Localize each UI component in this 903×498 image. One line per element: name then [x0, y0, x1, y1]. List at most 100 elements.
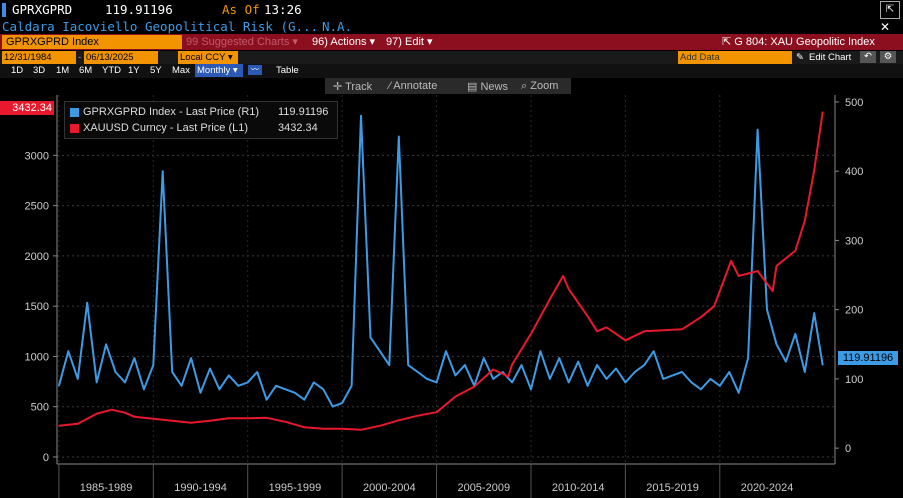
range-ytd[interactable]: YTD [102, 65, 121, 76]
gold-point [341, 428, 343, 430]
x-axis-label: 1990-1994 [174, 482, 227, 494]
settings-icon[interactable]: ⚙ [880, 51, 896, 63]
line-chart-icon[interactable]: 〰 [248, 65, 262, 75]
gpr-point [209, 367, 211, 370]
news-button[interactable]: ▤ News [467, 80, 508, 93]
gpr-point [690, 381, 693, 383]
range-5y[interactable]: 5Y [150, 65, 162, 76]
range-1y[interactable]: 1Y [128, 65, 140, 76]
left-axis-label: 3000 [25, 150, 49, 162]
currency-select[interactable]: Local CCY ▾ [178, 51, 238, 64]
chart-id: ⇱ G 804: XAU Geopolitic Index [722, 35, 875, 49]
gold-point [303, 426, 305, 428]
x-axis-label: 2005-2009 [457, 482, 510, 494]
undo-icon[interactable]: ↶ [860, 51, 876, 63]
legend-item-gold[interactable]: XAUUSD Curncy - Last Price (L1) 3432.34 [70, 122, 318, 134]
status-text: N.A. [322, 19, 353, 34]
gold-point [568, 288, 570, 290]
pencil-icon[interactable]: ✎ [796, 52, 804, 63]
gpr-point [454, 374, 457, 377]
gold-point [643, 330, 645, 332]
gpr-series-line [57, 114, 824, 408]
add-data-field[interactable]: Add Data [678, 51, 792, 64]
gpr-point [822, 364, 824, 366]
gold-series-line [58, 111, 824, 431]
left-axis-label: 500 [31, 402, 49, 414]
gpr-point [568, 381, 570, 383]
date-separator: - [78, 52, 82, 63]
gpr-point [596, 364, 598, 366]
external-link-icon[interactable]: ⇱ [722, 36, 732, 48]
gold-point [190, 422, 192, 424]
close-icon[interactable]: ✕ [880, 20, 891, 34]
gpr-point [813, 312, 815, 314]
range-1d[interactable]: 1D [11, 65, 24, 76]
news-label: News [480, 81, 508, 93]
legend-label-gold: XAUUSD Curncy - Last Price (L1) [83, 122, 249, 134]
gold-point [322, 428, 324, 430]
zoom-label: Zoom [530, 80, 559, 92]
last-price: 119.91196 [105, 2, 173, 17]
gold-point [77, 423, 79, 425]
gold-point [596, 330, 598, 332]
gpr-point [653, 350, 655, 352]
gpr-point [67, 350, 69, 352]
security-name-row: Caldara Iacoviello Geopolitical Risk (G.… [0, 18, 903, 34]
frequency-select[interactable]: Monthly ▾ [195, 64, 243, 77]
suggested-charts[interactable]: 99 Suggested Charts ▾ [186, 36, 298, 48]
gold-point [775, 265, 778, 267]
chart-legend[interactable]: GPRXGPRD Index - Last Price (R1) 119.911… [64, 101, 338, 139]
range-3d[interactable]: 3D [33, 65, 46, 76]
gpr-point [709, 378, 711, 380]
gold-point [209, 420, 211, 422]
ticker-symbol[interactable]: GPRXGPRD [12, 2, 73, 17]
gpr-point [530, 388, 532, 390]
gold-point [58, 425, 60, 427]
gold-point [266, 417, 268, 419]
chart-id-label: G 804: XAU Geopolitic Index [734, 36, 875, 48]
legend-item-gpr[interactable]: GPRXGPRD Index - Last Price (R1) 119.911… [70, 106, 328, 118]
gpr-point [350, 385, 353, 387]
end-date-field[interactable]: 06/13/2025 [84, 51, 158, 64]
gpr-point [237, 385, 239, 387]
actions-menu[interactable]: 96) Actions ▾ [312, 36, 376, 48]
gpr-point [114, 371, 117, 373]
ticker-color-marker [2, 2, 9, 17]
right-axis-label: 400 [845, 166, 863, 178]
x-axis-label: 2015-2019 [646, 482, 699, 494]
zoom-button[interactable]: ⌕ Zoom [521, 80, 558, 93]
x-axis-label: 2020-2024 [741, 482, 794, 494]
gold-point [133, 416, 136, 418]
gold-point [111, 409, 113, 411]
range-1m[interactable]: 1M [56, 65, 70, 76]
suggested-charts-num: 99 [186, 36, 199, 48]
gpr-point [520, 364, 523, 366]
edit-chart-button[interactable]: Edit Chart [809, 52, 852, 63]
gold-point [756, 270, 759, 272]
gpr-point [662, 378, 664, 380]
gpr-point [445, 350, 447, 352]
range-6m[interactable]: 6M [79, 65, 93, 76]
table-button[interactable]: Table [276, 65, 299, 76]
gold-point [360, 429, 362, 431]
gpr-point [747, 357, 749, 359]
gold-point [700, 316, 702, 318]
start-date-field[interactable]: 12/31/1984 [2, 51, 76, 64]
gpr-point [643, 364, 645, 366]
popout-icon[interactable]: ⇱ [880, 1, 900, 19]
range-max[interactable]: Max [172, 65, 190, 76]
gold-point [247, 417, 249, 419]
gold-point [530, 333, 532, 335]
gpr-point [332, 406, 334, 408]
gpr-point [804, 371, 806, 373]
track-button[interactable]: ✛ Track [333, 80, 372, 93]
edit-menu[interactable]: 97) Edit ▾ [386, 36, 433, 48]
security-field[interactable]: GPRXGPRD Index [2, 35, 182, 49]
gpr-point [577, 360, 579, 363]
gold-point [719, 290, 721, 292]
annotate-button[interactable]: ⁄ Annotate [389, 80, 437, 92]
gold-point [772, 290, 774, 292]
gpr-point [275, 385, 277, 387]
gpr-point [388, 364, 390, 366]
